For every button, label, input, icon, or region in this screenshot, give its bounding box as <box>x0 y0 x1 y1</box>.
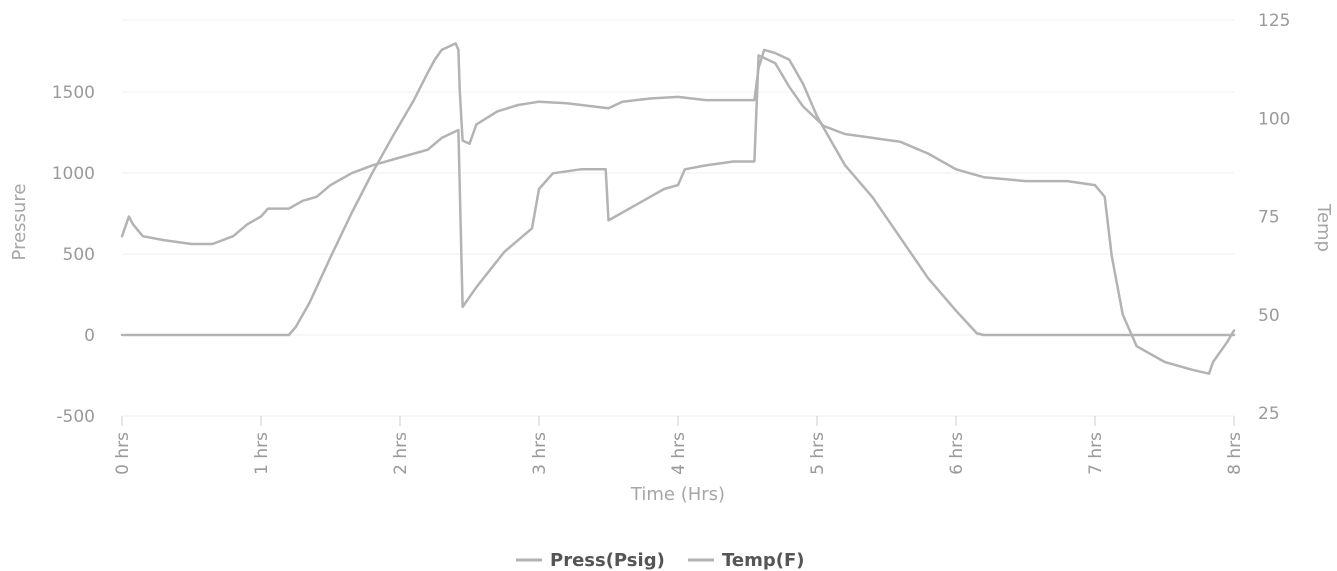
y-axis-left-title: Pressure <box>9 184 30 261</box>
grid-lines <box>122 19 1234 417</box>
x-axis-title: Time (Hrs) <box>630 484 725 505</box>
y-left-tick-label: 500 <box>63 245 95 265</box>
x-tick-label: 4 hrs <box>669 432 689 475</box>
y-left-tick-label: -500 <box>56 407 95 427</box>
x-tick-label: 5 hrs <box>808 432 828 475</box>
y-right-tick-label: 100 <box>1258 109 1290 129</box>
legend-item-press[interactable]: Press(Psig) <box>516 550 665 571</box>
y-right-tick-label: 25 <box>1258 404 1280 424</box>
y-left-tick-label: 1000 <box>52 164 95 184</box>
x-tick-label: 7 hrs <box>1086 432 1106 475</box>
legend: Press(Psig) Temp(F) <box>516 550 805 571</box>
x-tick-label: 2 hrs <box>391 432 411 475</box>
x-tick-label: 0 hrs <box>113 432 133 475</box>
x-tick-label: 3 hrs <box>530 432 550 475</box>
legend-item-temp[interactable]: Temp(F) <box>688 550 805 571</box>
y-left-tick-label: 1500 <box>52 83 95 103</box>
legend-label-temp: Temp(F) <box>722 550 805 571</box>
y-right-tick-label: 75 <box>1258 208 1280 228</box>
series-line-press <box>120 42 1236 337</box>
series-lines <box>120 42 1236 375</box>
tick-labels: -500 0 500 1000 1500 25 50 75 100 125 0 hrs 1 hrs 2 … <box>52 11 1291 475</box>
x-tick-label: 1 hrs <box>252 432 272 475</box>
series-line-temp <box>120 54 1236 375</box>
y-axis-right-title: Temp <box>1313 203 1334 252</box>
x-tick-label: 6 hrs <box>947 432 967 475</box>
legend-label-press: Press(Psig) <box>550 550 665 571</box>
y-right-tick-label: 50 <box>1258 306 1280 326</box>
y-left-tick-label: 0 <box>84 326 95 346</box>
x-tick-label: 8 hrs <box>1225 432 1245 475</box>
y-right-tick-label: 125 <box>1258 11 1290 31</box>
